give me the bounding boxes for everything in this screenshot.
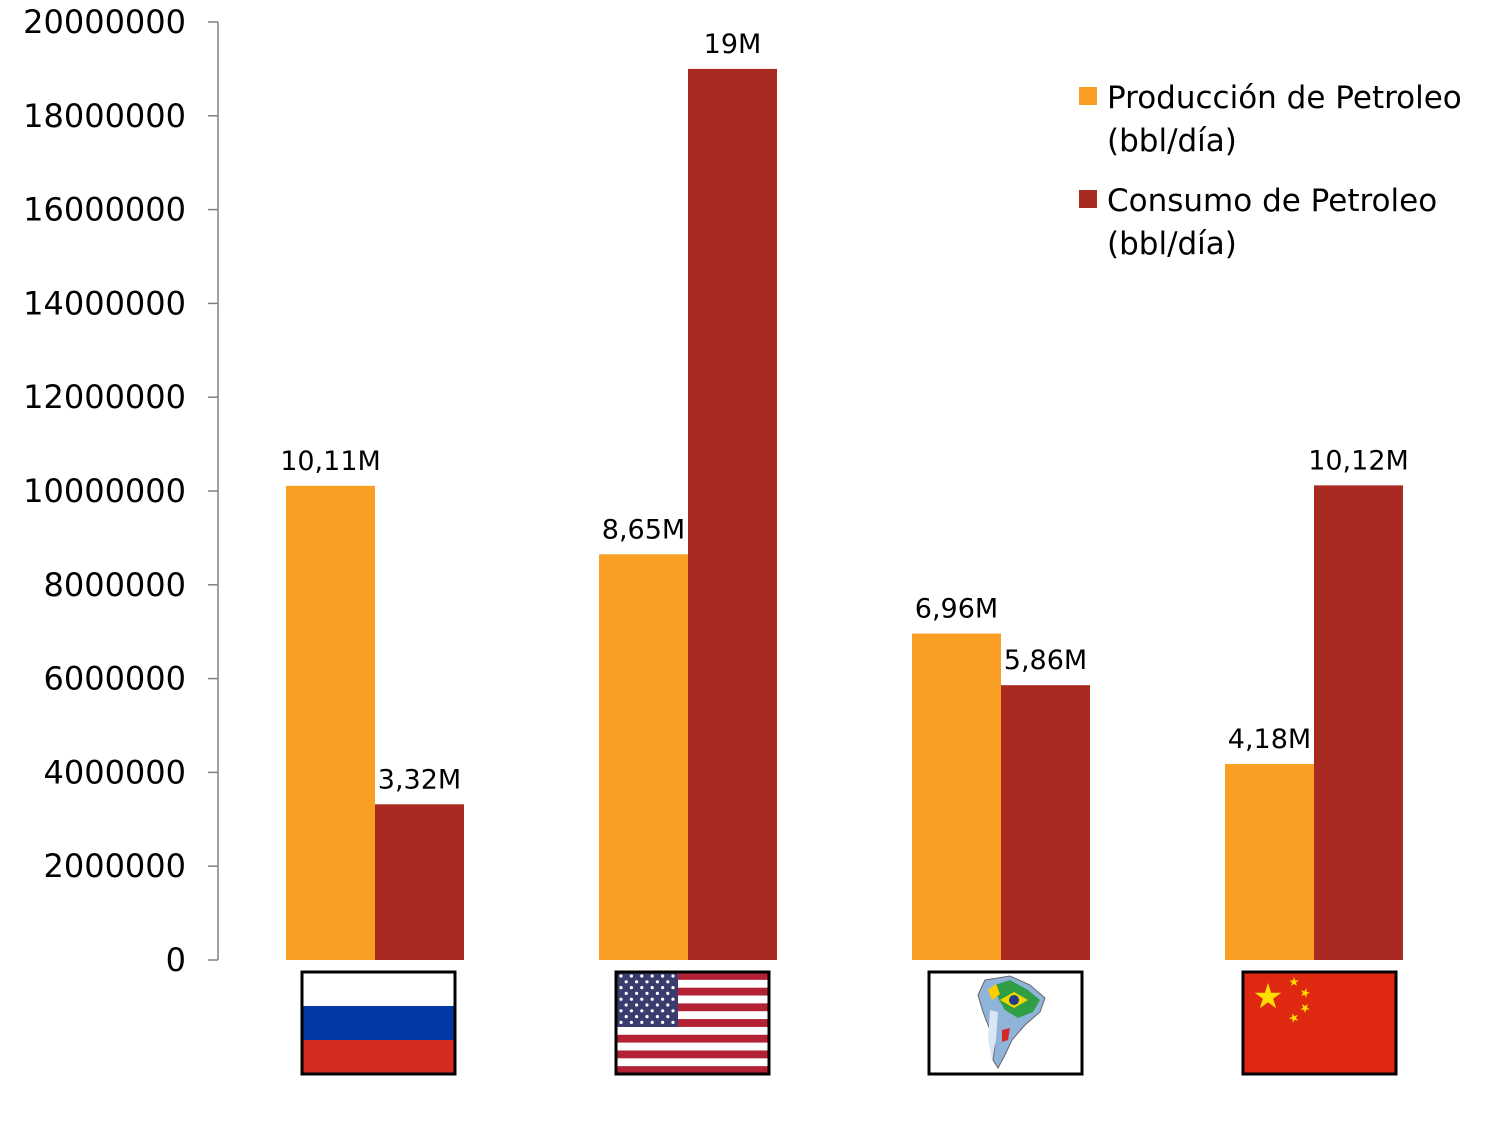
bar-consumption [375,804,464,960]
legend-label: Consumo de Petroleo [1107,183,1437,219]
y-tick-label: 20000000 [23,3,186,41]
legend-label: Producción de Petroleo [1107,80,1462,116]
data-label: 4,18M [1228,724,1311,755]
legend-label: (bbl/día) [1107,226,1237,262]
bar-consumption [1001,685,1090,960]
data-label: 10,11M [280,446,381,477]
data-label: 5,86M [1004,645,1087,676]
data-label: 6,96M [915,594,998,625]
bar-consumption [1314,485,1403,960]
russia-flag-icon [300,970,457,1076]
data-label: 10,12M [1308,445,1409,476]
south-america-map-icon [927,970,1084,1076]
category-icons [300,970,1398,1076]
bars [286,68,1403,960]
usa-flag-icon [614,970,771,1076]
bar-production [912,633,1001,960]
y-tick-label: 0 [166,941,186,979]
y-axis: 0 2000000 4000000 6000000 8000000 10000000 120… [23,3,219,979]
data-label: 19M [704,29,762,60]
y-tick-label: 6000000 [43,660,186,698]
bar-production [286,485,375,960]
legend-swatch [1079,87,1097,105]
y-tick-label: 14000000 [23,284,186,322]
bar-consumption [688,68,777,960]
legend-swatch [1079,190,1097,208]
y-tick-label: 4000000 [43,753,186,791]
bar-production [599,554,688,960]
y-tick-label: 16000000 [23,191,186,229]
data-label: 3,32M [378,764,461,795]
bar-production [1225,763,1314,960]
y-tick-label: 18000000 [23,97,186,135]
data-label: 8,65M [602,514,685,545]
y-tick-label: 8000000 [43,566,186,604]
legend-label: (bbl/día) [1107,123,1237,159]
y-tick-label: 2000000 [43,847,186,885]
y-tick-label: 12000000 [23,378,186,416]
y-tick-label: 10000000 [23,472,186,510]
china-flag-icon [1241,970,1398,1076]
legend: Producción de Petroleo (bbl/día) Consumo d… [1079,80,1462,262]
